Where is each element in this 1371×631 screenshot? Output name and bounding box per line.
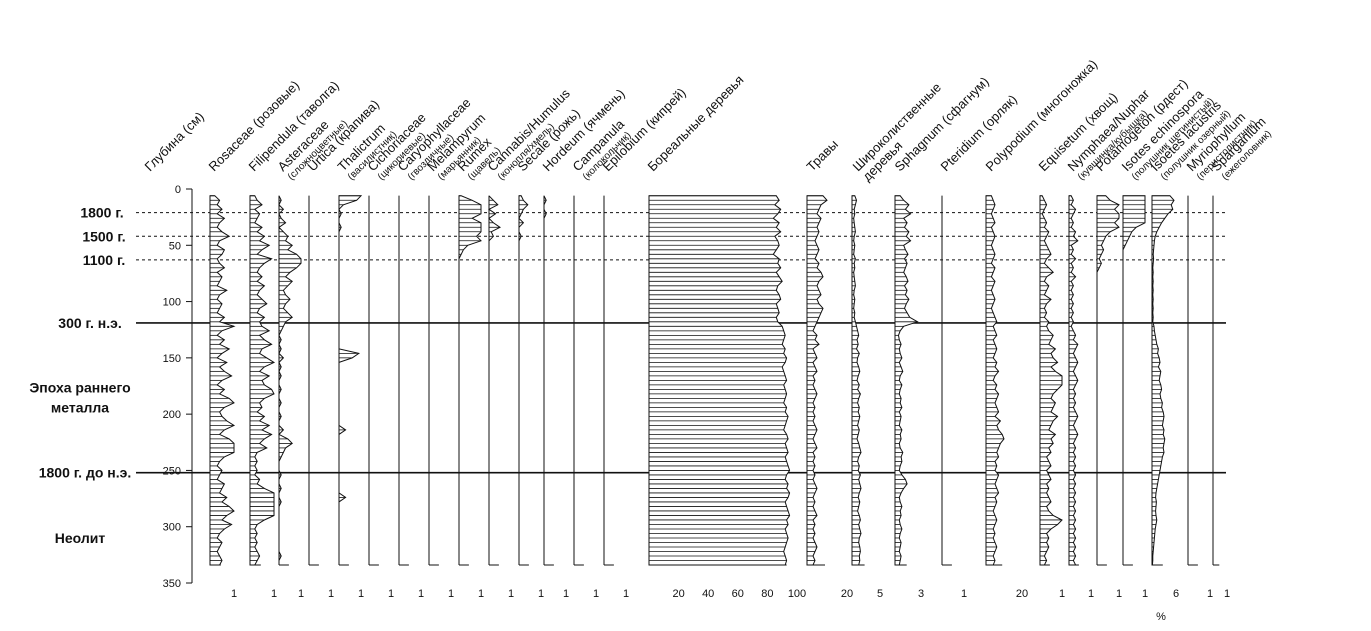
zone-labels: 1800 г. 1500 г. 1100 г. 300 г. н.э. 1800 г. … [29,205,131,546]
taxon-columns: 1 1 1 1 1 1 1 1 1 1 1 1 1 1 20 40 60 80 100 20 5 3 1 20 1 1 1 1 6 1 1 [209,195,1230,600]
scale-tick-label: 100 [788,588,806,600]
scale-tick-label: 20 [1016,588,1028,600]
scale-tick-label: 1 [961,588,967,600]
scale-tick-label: 1 [271,588,277,600]
series-hordeum: 1 [543,195,569,600]
scale-tick-label: 40 [702,588,714,600]
scale-tick-label: 1 [538,588,544,600]
series-epilobium: 1 [603,195,629,600]
column-header: Cannabis/Humulus(конопля/хмель) [485,85,582,182]
column-header: Травы [804,137,841,174]
scale-tick-label: 80 [761,588,773,600]
series-nymphaea-nuphar: 1 [1068,195,1094,600]
series-травы: 20 [806,195,853,600]
scale-tick-label: 1 [328,588,334,600]
horizon-label: 1100 г. [83,252,126,268]
series-curve [1096,195,1120,565]
depth-tick-label: 150 [163,353,181,365]
series-бореальные: 20 40 60 80 100 [648,195,806,600]
scale-tick-label: 1 [593,588,599,600]
scale-tick-label: 5 [877,588,883,600]
scale-tick-label: 1 [1142,588,1148,600]
depth-tick-label: 100 [163,297,181,309]
series-melampyrum: 1 [428,195,454,600]
depth-tick-label: 350 [163,578,181,590]
series-caryophyllaceae: 1 [398,195,424,600]
series-curve [543,195,547,565]
scale-tick-label: 20 [672,588,684,600]
horizon-label: 1800 г. [80,205,123,221]
scale-tick-label: 3 [918,588,924,600]
scale-tick-label: 1 [563,588,569,600]
series-isotes: 1 [1122,195,1148,600]
series-filipendula: 1 [249,195,277,600]
series-urtica: 1 [308,195,334,600]
series-equisetum: 1 [1039,195,1065,600]
scale-tick-label: 1 [623,588,629,600]
scale-tick-label: 1 [298,588,304,600]
depth-tick-label: 200 [163,409,181,421]
series-curve [806,195,828,566]
series-thalictrum: 1 [338,195,364,600]
zone-label: металла [51,399,109,415]
depth-tick-label: 300 [163,522,181,534]
scale-tick-label: 1 [1059,588,1065,600]
y-axis-label: Глубина (см) [142,109,207,174]
series-polypodium: 20 [985,195,1028,600]
zone-label: Эпоха раннего [29,379,130,395]
series-curve [278,195,302,565]
series-широколиственные: 5 [851,195,883,600]
series-curve [458,195,482,565]
series-campanula: 1 [573,195,599,600]
series-sparganium: 1 [1212,195,1230,600]
horizon-label: 1500 г. [82,228,125,244]
scale-tick-label: 1 [1207,588,1213,600]
scale-tick-label: 1 [231,588,237,600]
series-curve [894,195,919,566]
scale-tick-label: 1 [508,588,514,600]
horizon-label: 300 г. н.э. [58,315,121,331]
series-curve [338,195,363,565]
series-pteridium: 1 [941,195,967,600]
scale-tick-label: 1 [1224,588,1230,600]
scale-tick-label: 1 [388,588,394,600]
unit-label: % [1156,611,1166,623]
series-rosaceae: 1 [209,195,237,600]
series-curve [488,195,501,565]
scale-tick-label: 1 [1088,588,1094,600]
series-rumex: 1 [458,195,484,600]
series-curve [985,195,1005,566]
series-sphagnum: 3 [894,195,924,600]
scale-tick-label: 1 [1116,588,1122,600]
scale-tick-label: 1 [478,588,484,600]
series-isoetes: 6 [1151,195,1179,600]
series-curve [1151,195,1175,566]
series-curve [1122,195,1146,565]
scale-tick-label: 6 [1173,588,1179,600]
scale-tick-label: 1 [418,588,424,600]
scale-tick-label: 1 [448,588,454,600]
depth-tick-label: 50 [169,240,181,252]
horizon-label: 1800 г. до н.э. [39,465,132,481]
depth-tick-label: 0 [175,184,181,196]
series-secale: 1 [518,195,544,600]
depth-axis: 0 50 100 150 200 250 300 350 [163,184,193,590]
column-headers: Глубина (см)Rosaceae (розовые)Filipendul… [142,56,1274,184]
zone-label: Неолит [55,530,106,546]
series-asteraceae: 1 [278,195,304,600]
scale-tick-label: 60 [732,588,744,600]
series-curve [518,195,529,565]
series-potamogeton: 1 [1096,195,1122,600]
scale-tick-label: 20 [841,588,853,600]
series-cannabis-humulus: 1 [488,195,514,600]
series-cichoriaceae: 1 [368,195,394,600]
depth-tick-label: 250 [163,465,181,477]
scale-tick-label: 1 [358,588,364,600]
series-myriophyllum: 1 [1187,195,1213,600]
